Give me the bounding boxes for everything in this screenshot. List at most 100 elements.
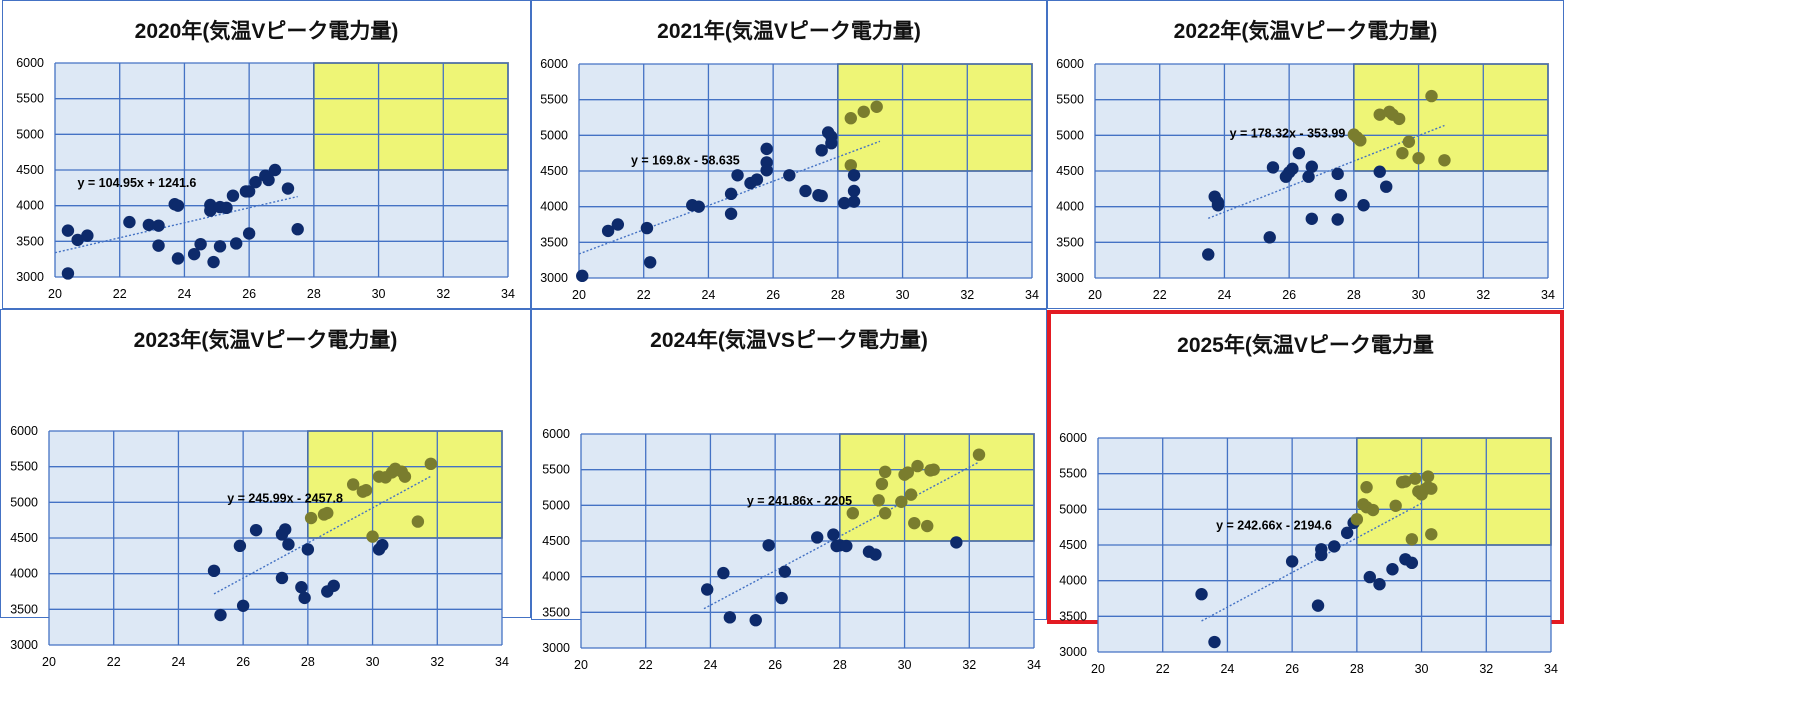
data-point [204,204,217,217]
data-point [895,495,908,508]
data-point [640,221,654,235]
data-point [901,466,915,479]
data-point [1202,248,1215,261]
highlight-region [313,62,509,171]
data-point [282,538,295,551]
data-point [815,189,828,203]
y-tick-label: 5500 [1056,93,1084,107]
data-point [327,579,340,592]
x-tick-label: 34 [495,655,509,669]
data-point [878,465,892,479]
y-tick-label: 3500 [1059,609,1087,623]
data-point [359,484,373,497]
data-point [242,185,256,198]
trendline-equation: y = 245.99x - 2457.8 [227,492,343,506]
data-point [844,159,857,172]
highlight-region [839,433,1035,542]
y-tick-label: 3000 [16,270,44,284]
data-point [1266,161,1280,174]
data-point [61,224,75,237]
chart-panel-2021: 2021年(気温Vピーク電力量) 20 22 24 26 28 30 32 34 3000 350… [531,0,1047,309]
data-point [1425,482,1438,495]
data-point [249,523,263,537]
data-point [762,539,775,552]
scatter-chart-2025: 20 22 24 26 28 30 32 34 3000 3500 4000 4500 5000 5500… [1059,431,1558,676]
x-tick-label: 32 [436,287,450,301]
x-tick-label: 26 [236,655,250,669]
y-tick-label: 5000 [542,498,570,512]
x-tick-label: 32 [1479,662,1493,676]
trendline [54,195,298,254]
trendline [1201,502,1422,622]
data-point [838,196,851,210]
y-tick-label: 5500 [10,460,38,474]
trendline-equation: y = 242.66x - 2194.6 [1216,519,1332,533]
x-tick-label: 24 [1220,662,1234,676]
data-point [840,539,853,553]
data-point [1408,472,1422,485]
data-point [194,237,207,251]
data-point [1363,570,1376,584]
y-tick-label: 3000 [10,638,38,652]
data-point [1354,134,1367,147]
data-point [275,571,289,585]
y-tick-label: 4000 [1059,574,1087,588]
data-point [692,200,705,213]
y-tick-label: 6000 [16,56,44,70]
y-tick-label: 3500 [10,602,38,616]
x-tick-label: 30 [1415,662,1429,676]
data-point [1311,599,1325,612]
y-tick-label: 5500 [542,463,570,477]
data-point [611,218,625,231]
x-tick-label: 30 [366,655,380,669]
data-point [778,565,792,578]
data-point [424,457,438,471]
y-tick-label: 4500 [540,164,568,178]
x-tick-label: 34 [1544,662,1558,676]
trendline-equation: y = 241.86x - 2205 [747,494,852,508]
scatter-chart-2021: 20 22 24 26 28 30 32 34 3000 3500 4000 4500 5000 5500… [540,57,1039,302]
data-point [233,539,247,553]
data-point [321,506,334,520]
y-tick-label: 3000 [1056,271,1084,285]
chart-title: 2021年(気温Vピーク電力量) [657,20,921,43]
y-tick-label: 5000 [540,128,568,142]
data-point [226,189,240,202]
data-point [1392,112,1406,126]
data-point [844,112,857,125]
data-point [295,581,308,594]
data-point [601,224,615,238]
data-point [1405,533,1419,546]
data-point [301,543,315,556]
data-point [142,218,156,232]
y-tick-label: 6000 [10,424,38,438]
data-point [1412,151,1425,165]
data-point [187,247,201,261]
x-tick-label: 34 [1025,288,1039,302]
data-point [1328,540,1341,553]
data-point [921,519,934,533]
data-point [760,142,773,156]
data-point [1208,635,1221,649]
data-point [214,608,227,622]
y-tick-label: 5500 [540,93,568,107]
data-point [152,239,165,252]
data-point [872,494,885,507]
data-point [815,144,828,157]
y-tick-label: 3000 [1059,645,1087,659]
data-point [1425,89,1438,103]
data-point [123,215,136,229]
y-tick-label: 4500 [16,163,44,177]
y-tick-label: 6000 [1056,57,1084,71]
highlight-region [1353,63,1549,172]
y-tick-label: 3500 [540,235,568,249]
y-tick-label: 4500 [542,534,570,548]
data-point [1334,189,1348,202]
x-tick-label: 30 [898,658,912,672]
y-tick-label: 3000 [542,641,570,655]
data-point [847,169,861,182]
data-point [950,536,963,549]
x-tick-label: 26 [242,287,256,301]
data-point [398,470,412,483]
data-point [207,255,220,269]
